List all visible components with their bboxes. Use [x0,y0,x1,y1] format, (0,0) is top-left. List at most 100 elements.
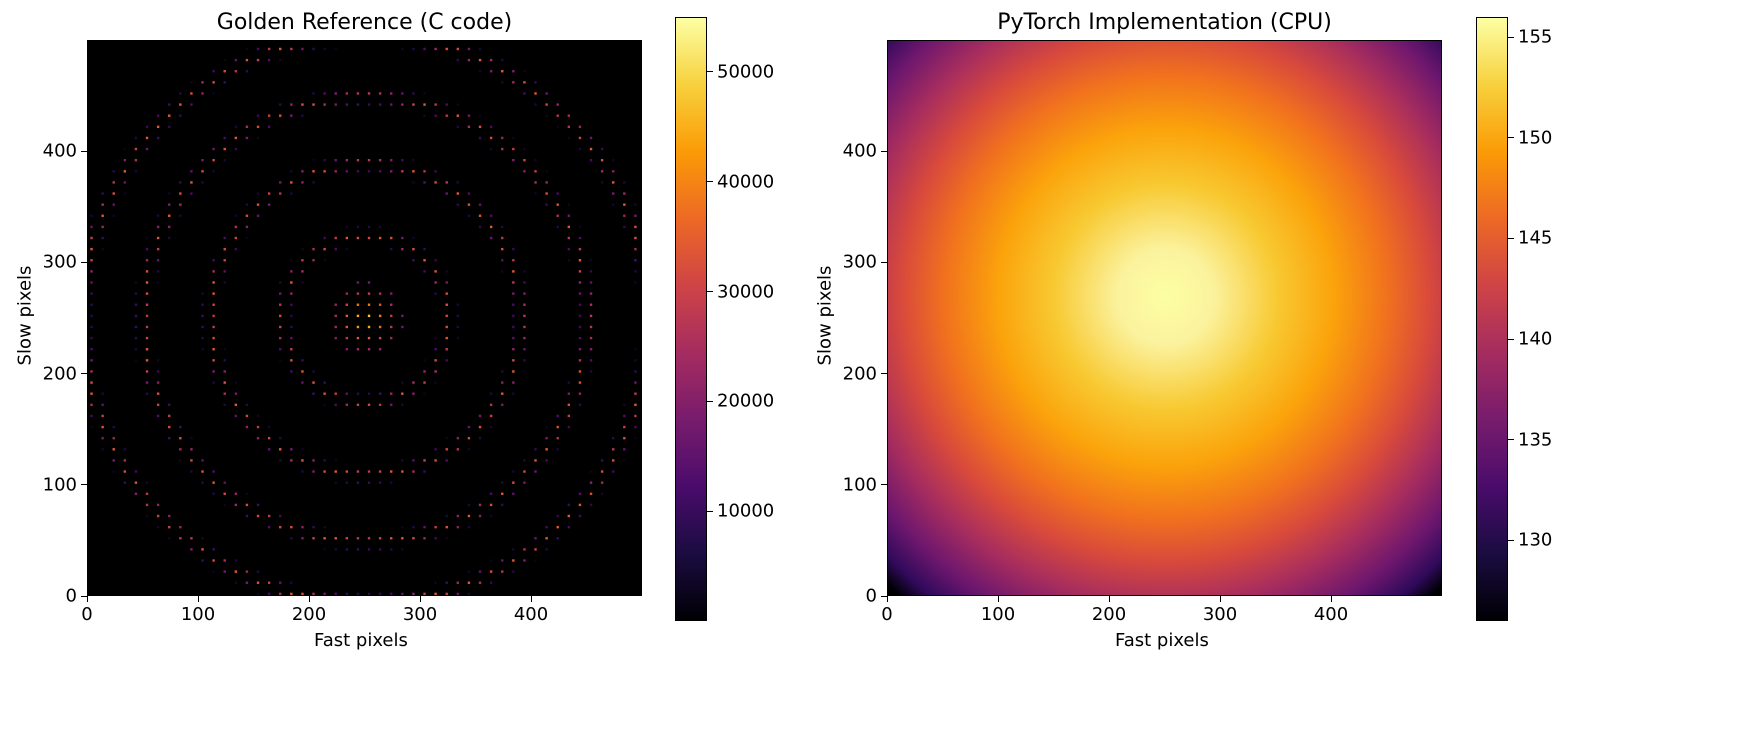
bragg-spot [467,425,471,429]
bragg-spot [323,103,326,106]
bragg-spot [534,559,537,562]
bragg-spot [90,225,93,229]
bragg-spot [290,103,293,106]
bragg-spot [556,514,559,518]
bragg-spot [145,259,149,262]
bragg-spot [156,359,160,362]
bragg-spot [267,425,271,429]
bragg-spot [323,470,326,473]
bragg-spot [190,81,193,84]
bragg-spot [290,259,293,262]
bragg-spot [145,125,149,129]
bragg-spot [523,470,526,473]
bragg-spot [434,370,437,373]
bragg-spot [612,470,615,473]
bragg-spot [290,448,293,451]
bragg-spot [345,336,349,340]
bragg-spot [168,103,171,106]
bragg-spot [556,537,559,540]
bragg-spot [334,470,337,473]
bragg-spot [123,158,127,162]
bragg-spot [134,158,138,162]
bragg-spot [556,436,559,440]
bragg-spot [634,203,637,206]
bragg-spot [501,136,504,140]
bragg-spot [312,392,315,395]
right-colorbar-tick-mark [1508,36,1514,38]
bragg-spot [567,125,571,129]
bragg-spot [356,314,360,318]
left-xtick-mark [86,596,88,602]
bragg-spot [234,381,238,384]
bragg-spot [223,58,226,62]
bragg-spot [112,203,115,206]
bragg-spot [378,548,382,551]
bragg-spot [267,125,271,129]
bragg-spot [445,348,448,351]
bragg-spot [423,592,426,595]
bragg-spot [256,58,260,62]
bragg-spot [223,247,226,251]
bragg-spot [434,581,437,584]
bragg-spot [145,236,149,240]
bragg-spot [345,170,349,173]
bragg-spot [345,314,349,318]
bragg-spot [634,214,637,217]
bragg-spot [378,314,382,318]
bragg-spot [301,592,304,595]
bragg-spot [290,336,293,340]
bragg-spot [578,292,582,295]
bragg-spot [134,281,138,284]
bragg-spot [267,525,271,529]
bragg-spot [145,392,149,395]
bragg-spot [512,348,515,351]
bragg-spot [556,414,559,418]
bragg-spot [90,214,93,217]
bragg-spot [567,259,571,262]
bragg-spot [245,125,249,129]
left-colorbar-tick-mark [707,291,713,293]
bragg-spot [612,158,615,162]
bragg-spot [534,81,537,84]
right-colorbar-tick-label: 150 [1518,127,1553,149]
bragg-spot [523,270,526,273]
bragg-spot [634,359,637,362]
bragg-spot [501,259,504,262]
bragg-spot [623,448,626,451]
bragg-spot [301,270,304,273]
bragg-spot [156,270,160,273]
bragg-spot [190,470,193,473]
bragg-spot [501,147,504,151]
bragg-spot [401,403,404,407]
bragg-spot [123,481,127,484]
left-xtick-label: 300 [402,604,438,625]
bragg-spot [179,181,182,184]
bragg-spot [323,392,326,395]
bragg-spot [245,225,249,229]
bragg-spot [90,336,93,340]
bragg-spot [301,448,304,451]
bragg-spot [478,570,482,573]
bragg-spot [634,392,637,395]
bragg-spot [367,158,371,162]
bragg-spot [445,292,448,295]
bragg-spot [423,247,426,251]
bragg-spot [290,47,293,51]
bragg-spot [356,325,360,329]
bragg-spot [123,470,127,473]
bragg-spot [634,225,637,229]
right-colorbar-tick-mark [1508,539,1514,541]
bragg-spot [223,281,226,284]
bragg-spot [145,136,149,140]
bragg-spot [489,392,493,395]
bragg-spot [90,236,93,240]
bragg-spot [212,158,215,162]
bragg-spot [245,425,249,429]
bragg-spot [489,225,493,229]
bragg-spot [445,359,448,362]
bragg-spot [356,403,360,407]
bragg-spot [512,81,515,84]
bragg-spot [512,158,515,162]
bragg-spot [534,181,537,184]
bragg-spot [445,436,448,440]
